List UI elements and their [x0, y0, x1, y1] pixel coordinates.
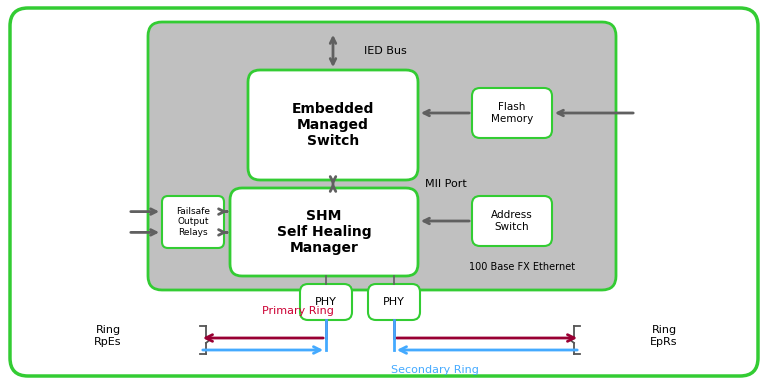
Text: Address
Switch: Address Switch — [491, 210, 533, 232]
Text: Ring
EpRs: Ring EpRs — [650, 325, 678, 347]
Text: PHY: PHY — [315, 297, 337, 307]
Text: MII Port: MII Port — [425, 179, 467, 189]
FancyBboxPatch shape — [472, 196, 552, 246]
FancyBboxPatch shape — [10, 8, 758, 376]
FancyBboxPatch shape — [230, 188, 418, 276]
Text: Primary Ring: Primary Ring — [262, 306, 334, 316]
Text: Embedded
Managed
Switch: Embedded Managed Switch — [292, 102, 374, 148]
Text: Flash
Memory: Flash Memory — [491, 102, 533, 124]
Text: SHM
Self Healing
Manager: SHM Self Healing Manager — [276, 209, 371, 255]
Text: PHY: PHY — [383, 297, 405, 307]
FancyBboxPatch shape — [148, 22, 616, 290]
Text: Failsafe
Output
Relays: Failsafe Output Relays — [176, 207, 210, 237]
FancyBboxPatch shape — [300, 284, 352, 320]
Text: Secondary Ring: Secondary Ring — [391, 365, 479, 375]
FancyBboxPatch shape — [472, 88, 552, 138]
FancyBboxPatch shape — [368, 284, 420, 320]
Text: Ring
RpEs: Ring RpEs — [94, 325, 122, 347]
Text: IED Bus: IED Bus — [363, 46, 407, 56]
FancyBboxPatch shape — [162, 196, 224, 248]
FancyBboxPatch shape — [248, 70, 418, 180]
Text: 100 Base FX Ethernet: 100 Base FX Ethernet — [469, 262, 575, 272]
